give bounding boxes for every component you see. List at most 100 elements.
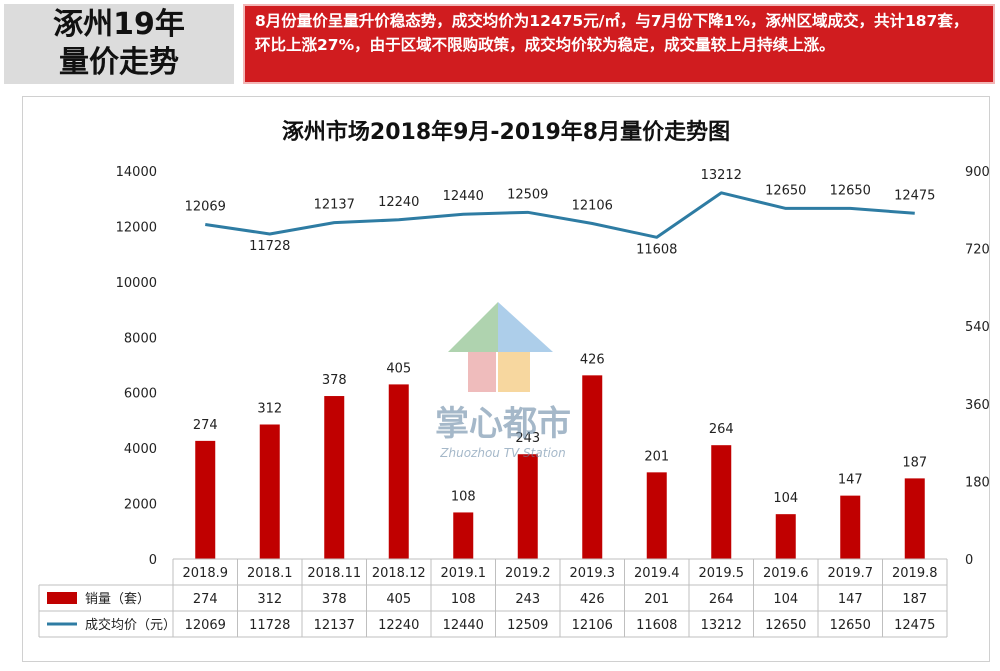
summary-box: 8月份量价呈量升价稳态势，成交均价为12475元/㎡，与7月份下降1%，涿州区域… — [243, 4, 995, 84]
table-cell-volume: 104 — [773, 592, 798, 607]
table-cell-volume: 274 — [193, 592, 218, 607]
page-title-line2: 量价走势 — [59, 45, 179, 80]
house-logo-icon — [498, 352, 530, 392]
house-logo-icon — [498, 302, 553, 352]
table-cell-volume: 378 — [322, 592, 347, 607]
bar — [840, 495, 861, 559]
house-logo-icon — [468, 352, 496, 392]
bar-data-label: 201 — [644, 449, 669, 464]
table-cell-volume: 243 — [515, 592, 540, 607]
bar-data-label: 405 — [386, 361, 411, 376]
table-cell-volume: 147 — [838, 592, 863, 607]
y-right-tick-label: 900 — [965, 165, 989, 180]
y-right-tick-label: 180 — [965, 475, 989, 490]
y-left-tick-label: 8000 — [124, 331, 157, 346]
bar — [453, 512, 474, 559]
table-cell-price: 12106 — [572, 618, 613, 633]
y-right-tick-label: 540 — [965, 320, 989, 335]
x-tick-label: 2019.1 — [441, 566, 487, 581]
bar-data-label: 274 — [193, 418, 218, 433]
table-cell-volume: 264 — [709, 592, 734, 607]
table-cell-volume: 201 — [644, 592, 669, 607]
x-tick-label: 2019.7 — [828, 566, 874, 581]
y-right-tick-label: 0 — [965, 553, 973, 568]
x-tick-label: 2018.9 — [183, 566, 229, 581]
x-tick-label: 2019.8 — [892, 566, 938, 581]
bar — [646, 472, 667, 559]
bar — [711, 445, 732, 559]
y-left-tick-label: 4000 — [124, 442, 157, 457]
table-cell-price: 11608 — [636, 618, 677, 633]
bar-data-label: 147 — [838, 473, 863, 488]
bar — [582, 375, 603, 559]
y-right-tick-label: 720 — [965, 243, 989, 258]
table-cell-price: 12137 — [314, 618, 355, 633]
page-title: 涿州19年 量价走势 — [53, 6, 185, 82]
line-data-label: 12069 — [185, 200, 226, 215]
page-title-line1: 涿州19年 — [53, 7, 185, 42]
volume-price-chart: 涿州市场2018年9月-2019年8月量价走势图 0 2000 4000 6000 800… — [38, 119, 989, 638]
x-tick-label: 2019.4 — [634, 566, 680, 581]
table-cell-volume: 405 — [386, 592, 411, 607]
x-tick-label: 2019.5 — [699, 566, 745, 581]
x-tick-label: 2019.6 — [763, 566, 809, 581]
bar — [259, 424, 280, 559]
table-cell-volume: 187 — [902, 592, 927, 607]
line-data-label: 12475 — [894, 188, 935, 203]
bar — [517, 454, 538, 559]
line-data-label: 11608 — [636, 242, 677, 257]
table-cell-price: 12509 — [507, 618, 548, 633]
line-data-label: 12137 — [314, 198, 355, 213]
legend-bar-swatch — [47, 592, 77, 604]
x-tick-label: 2019.2 — [505, 566, 551, 581]
bar-data-label: 108 — [451, 489, 476, 504]
bar-data-label: 243 — [515, 431, 540, 446]
table-cell-volume: 312 — [257, 592, 282, 607]
y-left-tick-label: 2000 — [124, 498, 157, 513]
bar — [324, 396, 345, 559]
table-cell-price: 13212 — [701, 618, 742, 633]
line-data-label: 12106 — [572, 198, 613, 213]
line-data-label: 12650 — [830, 183, 871, 198]
chart-title: 涿州市场2018年9月-2019年8月量价走势图 — [282, 119, 730, 145]
summary-text: 8月份量价呈量升价稳态势，成交均价为12475元/㎡，与7月份下降1%，涿州区域… — [255, 12, 969, 54]
bar-data-label: 264 — [709, 422, 734, 437]
watermark-subtext: Zhuozhou TV Station — [439, 446, 565, 460]
x-tick-label: 2018.1 — [247, 566, 293, 581]
bar — [388, 384, 409, 559]
table-cell-volume: 108 — [451, 592, 476, 607]
table-cell-volume: 426 — [580, 592, 605, 607]
bar — [904, 478, 925, 559]
table-cell-price: 11728 — [249, 618, 290, 633]
line-data-label: 11728 — [249, 239, 290, 254]
table-cell-price: 12069 — [185, 618, 226, 633]
bar-data-label: 187 — [902, 455, 927, 470]
line-data-label: 12440 — [443, 189, 484, 204]
price-line — [205, 191, 915, 239]
line-data-label: 12509 — [507, 187, 548, 202]
y-left-tick-label: 14000 — [116, 165, 157, 180]
line-data-label: 13212 — [701, 168, 742, 183]
x-tick-label: 2019.3 — [570, 566, 616, 581]
house-logo-icon — [448, 302, 498, 352]
y-left-tick-label: 0 — [149, 553, 157, 568]
line-data-label: 12650 — [765, 183, 806, 198]
bar-data-label: 378 — [322, 373, 347, 388]
bar-data-label: 104 — [773, 491, 798, 506]
y-right-tick-label: 360 — [965, 398, 989, 413]
page-title-box: 涿州19年 量价走势 — [4, 4, 234, 84]
line-data-label: 12240 — [378, 195, 419, 210]
table-cell-price: 12240 — [378, 618, 419, 633]
watermark-text: 掌心都市 — [435, 404, 571, 444]
y-left-tick-label: 12000 — [116, 220, 157, 235]
x-tick-label: 2018.12 — [372, 566, 426, 581]
bar — [195, 440, 216, 559]
legend-line-label: 成交均价（元） — [85, 617, 176, 633]
x-tick-label: 2018.11 — [307, 566, 361, 581]
bar-data-label: 426 — [580, 352, 605, 367]
bar-data-label: 312 — [257, 401, 282, 416]
table-cell-price: 12440 — [443, 618, 484, 633]
legend-bar-label: 销量（套） — [85, 591, 150, 607]
bar — [775, 514, 796, 559]
y-left-tick-label: 10000 — [116, 276, 157, 291]
